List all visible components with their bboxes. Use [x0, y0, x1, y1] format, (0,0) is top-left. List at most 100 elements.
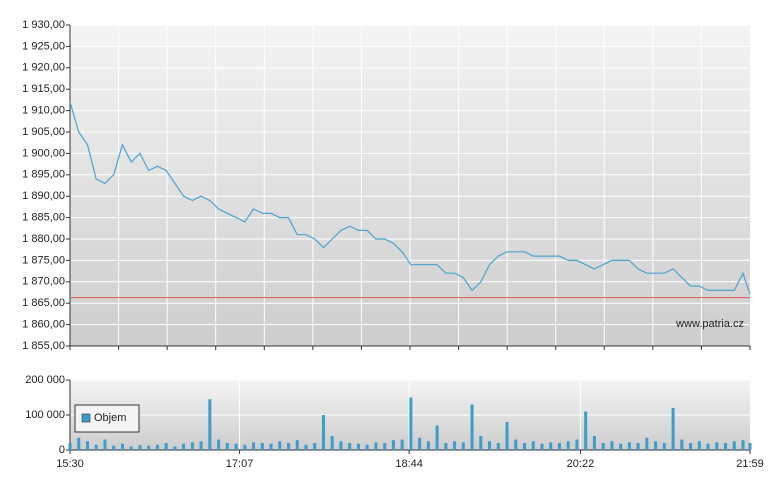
volume-bar [356, 443, 360, 450]
volume-bar [339, 441, 343, 450]
volume-bar [365, 444, 369, 450]
x-tick-label: 21:59 [736, 458, 764, 470]
y-tick-label: 1 920,00 [22, 62, 65, 74]
volume-bar [748, 443, 752, 450]
volume-bar [278, 441, 282, 450]
volume-bar [741, 440, 745, 450]
volume-bar [374, 442, 378, 450]
volume-bar [287, 443, 291, 450]
volume-bar [182, 443, 186, 450]
volume-bar [575, 439, 579, 450]
volume-bar [94, 444, 98, 450]
volume-bar [190, 442, 194, 450]
volume-bar [252, 442, 256, 450]
volume-bar [610, 441, 614, 450]
volume-bar [557, 443, 561, 450]
volume-bar [418, 437, 422, 450]
volume-bar [304, 444, 308, 450]
y-tick-label: 1 880,00 [22, 233, 65, 245]
volume-bar [680, 439, 684, 450]
y-tick-label: 1 900,00 [22, 147, 65, 159]
volume-bar [147, 445, 151, 450]
volume-bar [627, 442, 631, 450]
volume-bar [112, 445, 116, 450]
x-tick-label: 15:30 [56, 458, 84, 470]
volume-bar [138, 445, 142, 450]
legend-swatch [81, 413, 91, 423]
volume-bar [654, 441, 658, 450]
volume-bar [470, 404, 474, 450]
volume-bar [155, 444, 159, 450]
volume-bar [400, 439, 404, 450]
volume-bar [173, 446, 177, 450]
y-tick-label: 1 870,00 [22, 276, 65, 288]
y-tick-label: 1 930,00 [22, 19, 65, 31]
volume-bar [391, 440, 395, 450]
volume-bar [260, 443, 264, 450]
volume-bar [295, 440, 299, 450]
volume-bar [601, 443, 605, 450]
y-tick-label: 1 925,00 [22, 40, 65, 52]
volume-bar [531, 441, 535, 450]
y-tick-label: 0 [59, 444, 65, 456]
volume-bar [505, 422, 509, 450]
volume-bar [636, 443, 640, 450]
volume-bar [129, 446, 133, 450]
volume-bar [522, 443, 526, 450]
volume-bar [697, 441, 701, 450]
volume-bar [444, 443, 448, 450]
volume-bar [68, 443, 72, 450]
y-tick-label: 1 875,00 [22, 254, 65, 266]
volume-bar [619, 443, 623, 450]
y-tick-label: 1 905,00 [22, 126, 65, 138]
volume-bar [85, 441, 89, 450]
y-tick-label: 1 855,00 [22, 340, 65, 352]
legend-label: Objem [94, 412, 126, 424]
volume-bar [724, 443, 728, 450]
volume-bar [566, 441, 570, 450]
volume-bar [164, 443, 168, 450]
volume-bar [488, 441, 492, 450]
volume-bar [120, 443, 124, 450]
volume-bar [409, 397, 413, 450]
y-tick-label: 1 910,00 [22, 105, 65, 117]
volume-bar [321, 415, 325, 450]
volume-bar [662, 443, 666, 450]
volume-bar [715, 442, 719, 450]
volume-bar [426, 441, 430, 450]
volume-bar [348, 443, 352, 450]
volume-bar [689, 443, 693, 450]
volume-bar [479, 436, 483, 450]
volume-bar [77, 437, 81, 450]
volume-bar [208, 399, 212, 450]
volume-bar [496, 443, 500, 450]
volume-bar [330, 436, 334, 450]
volume-bar [453, 441, 457, 450]
volume-bar [234, 443, 238, 450]
y-tick-label: 1 890,00 [22, 190, 65, 202]
volume-bar [435, 425, 439, 450]
x-tick-label: 18:44 [395, 458, 423, 470]
volume-bar [269, 443, 273, 450]
volume-bar [592, 436, 596, 450]
x-tick-label: 20:22 [567, 458, 595, 470]
x-tick-label: 17:07 [226, 458, 254, 470]
volume-bar [383, 443, 387, 450]
volume-bar [103, 439, 107, 450]
volume-bar [199, 441, 203, 450]
volume-bar [461, 442, 465, 450]
volume-bar [706, 443, 710, 450]
volume-bar [514, 439, 518, 450]
price-line [69, 101, 751, 295]
y-tick-label: 200 000 [25, 374, 65, 386]
y-tick-label: 1 865,00 [22, 297, 65, 309]
volume-bar [225, 443, 229, 450]
y-tick-label: 100 000 [25, 409, 65, 421]
volume-bar [584, 411, 588, 450]
volume-bar [671, 408, 675, 450]
volume-bar [540, 443, 544, 450]
volume-bar [549, 442, 553, 450]
watermark: www.patria.cz [675, 318, 744, 330]
volume-bar [645, 437, 649, 450]
